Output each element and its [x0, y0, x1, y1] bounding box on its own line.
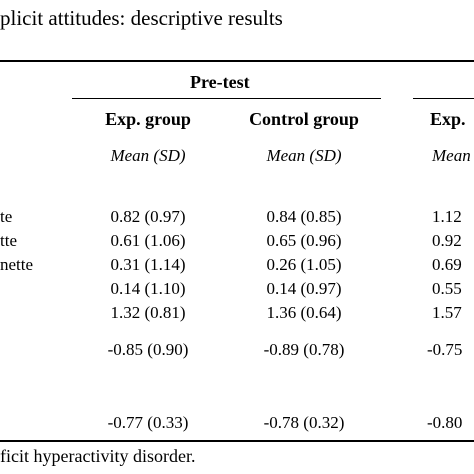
table-cell-exp: 0.31 (1.14): [110, 255, 186, 274]
table-cell-post: 0.92: [432, 231, 462, 250]
row-label-2: tte: [0, 231, 17, 250]
col-header-exp-post: Exp.: [430, 109, 466, 129]
table-cell-control: -0.78 (0.32): [263, 413, 345, 432]
table-cell-post: 0.55: [432, 279, 462, 298]
table-title: plicit attitudes: descriptive results: [0, 6, 283, 30]
table-cell-post: -0.80: [427, 413, 463, 432]
table-cell-exp: -0.85 (0.90): [107, 340, 189, 359]
table-cell-post: 1.57: [432, 303, 462, 322]
col-header-control-group: Control group: [249, 109, 359, 129]
table-footnote: ficit hyperactivity disorder.: [0, 446, 196, 466]
row-label-1: te: [0, 207, 13, 226]
table-cell-exp: 0.61 (1.06): [110, 231, 186, 250]
table-cell-post: 0.69: [432, 255, 462, 274]
table-cell-exp: -0.77 (0.33): [107, 413, 189, 432]
row-label-3: nette: [0, 255, 34, 274]
table-cell-exp: 0.14 (1.10): [110, 279, 186, 298]
pre-test-header: Pre-test: [190, 72, 250, 92]
pre-test-underline: [72, 98, 381, 99]
table-cell-exp: 0.82 (0.97): [110, 207, 186, 226]
table-cell-control: 1.36 (0.64): [266, 303, 342, 322]
bottom-rule: [0, 440, 474, 442]
table-cell-control: 0.14 (0.97): [266, 279, 342, 298]
top-rule: [0, 60, 474, 62]
col-header-exp-group: Exp. group: [105, 109, 191, 129]
table-cell-control: 0.84 (0.85): [266, 207, 342, 226]
table-cell-post: 1.12: [432, 207, 462, 226]
subheader-exp-mean-sd: Mean (SD): [110, 146, 186, 165]
post-test-underline: [413, 98, 474, 99]
table-cell-control: 0.65 (0.96): [266, 231, 342, 250]
table-cell-post: -0.75: [427, 340, 463, 359]
subheader-control-mean-sd: Mean (SD): [266, 146, 342, 165]
table-cell-control: 0.26 (1.05): [266, 255, 342, 274]
subheader-post-mean: Mean: [432, 146, 471, 165]
table-cell-control: -0.89 (0.78): [263, 340, 345, 359]
table-cell-exp: 1.32 (0.81): [110, 303, 186, 322]
